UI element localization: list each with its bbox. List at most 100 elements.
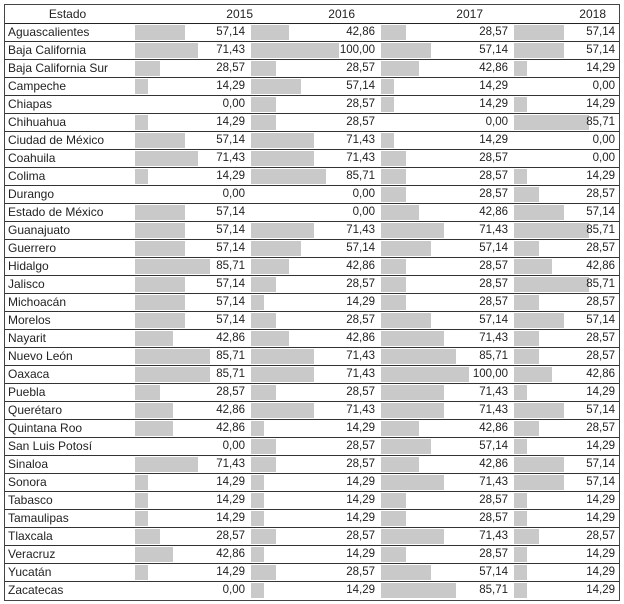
- bar-2017: [381, 331, 444, 346]
- value-2015: 57,14: [216, 206, 245, 218]
- estado-cell: Baja California Sur: [8, 61, 109, 75]
- bar-2016: [251, 367, 314, 382]
- bar-2015: [135, 421, 173, 436]
- value-2017: 42,86: [479, 422, 508, 434]
- value-2018: 14,29: [586, 512, 615, 524]
- value-2015: 14,29: [216, 566, 245, 578]
- bar-2018: [514, 187, 540, 202]
- bar-2015: [135, 367, 211, 382]
- estado-cell: Nayarit: [8, 331, 47, 345]
- value-2017: 85,71: [479, 350, 508, 362]
- value-2016: 14,29: [346, 422, 375, 434]
- bar-2017: [381, 385, 444, 400]
- bar-2016: [251, 43, 339, 58]
- bar-2017: [381, 205, 419, 220]
- bar-2015: [135, 133, 186, 148]
- value-2015: 14,29: [216, 80, 245, 92]
- bar-2016: [251, 169, 327, 184]
- value-2016: 14,29: [346, 584, 375, 596]
- bar-2018: [514, 25, 565, 40]
- header-2018: 2018: [579, 7, 606, 21]
- value-2018: 57,14: [586, 476, 615, 488]
- bar-2016: [251, 349, 314, 364]
- estado-cell: Coahuila: [8, 151, 56, 165]
- bar-2017: [381, 583, 457, 598]
- bar-2015: [135, 349, 211, 364]
- value-2018: 28,57: [586, 530, 615, 542]
- value-2017: 14,29: [479, 98, 508, 110]
- bar-2015: [135, 259, 211, 274]
- bar-2017: [381, 151, 407, 166]
- bar-2016: [251, 439, 277, 454]
- value-2017: 71,43: [479, 530, 508, 542]
- table-row: Zacatecas 0,00 14,29 85,71 14,29: [5, 582, 619, 600]
- value-2016: 28,57: [346, 98, 375, 110]
- table-row: Nayarit 42,86 42,86 71,43 28,57: [5, 330, 619, 348]
- value-2018: 14,29: [586, 98, 615, 110]
- table-row: Tabasco 14,29 14,29 28,57 14,29: [5, 492, 619, 510]
- bar-2016: [251, 475, 264, 490]
- bar-2018: [514, 43, 565, 58]
- value-2015: 42,86: [216, 548, 245, 560]
- estado-cell: Baja California: [8, 43, 87, 57]
- value-2017: 57,14: [479, 242, 508, 254]
- bar-2018: [514, 61, 527, 76]
- table-body: Aguascalientes 57,14 42,86 28,57 57,14 Baja C…: [5, 24, 619, 600]
- value-2015: 14,29: [216, 116, 245, 128]
- table-row: Campeche 14,29 57,14 14,29 0,00: [5, 78, 619, 96]
- value-2018: 28,57: [586, 188, 615, 200]
- value-2016: 28,57: [346, 314, 375, 326]
- bar-2015: [135, 403, 173, 418]
- bar-2017: [381, 313, 432, 328]
- estado-cell: Aguascalientes: [8, 25, 90, 39]
- value-2017: 0,00: [485, 116, 508, 128]
- value-2016: 42,86: [346, 26, 375, 38]
- table-row: Morelos 57,14 28,57 57,14 57,14: [5, 312, 619, 330]
- header-2017: 2017: [456, 7, 483, 21]
- bar-2017: [381, 493, 407, 508]
- bar-2016: [251, 511, 264, 526]
- bar-2015: [135, 385, 161, 400]
- bar-2018: [514, 457, 565, 472]
- bar-2015: [135, 151, 198, 166]
- bar-2017: [381, 421, 419, 436]
- value-2015: 57,14: [216, 278, 245, 290]
- bar-2016: [251, 223, 314, 238]
- value-2015: 28,57: [216, 386, 245, 398]
- value-2016: 14,29: [346, 494, 375, 506]
- bar-2017: [381, 295, 407, 310]
- value-2016: 28,57: [346, 386, 375, 398]
- value-2017: 57,14: [479, 566, 508, 578]
- value-2015: 71,43: [216, 458, 245, 470]
- bar-2015: [135, 565, 148, 580]
- value-2018: 57,14: [586, 44, 615, 56]
- value-2018: 57,14: [586, 404, 615, 416]
- value-2018: 14,29: [586, 494, 615, 506]
- bar-2017: [381, 529, 444, 544]
- bar-2018: [514, 115, 590, 130]
- bar-2018: [514, 223, 590, 238]
- value-2017: 28,57: [479, 512, 508, 524]
- value-2017: 57,14: [479, 44, 508, 56]
- value-2018: 14,29: [586, 170, 615, 182]
- bar-2015: [135, 25, 186, 40]
- table-row: Sinaloa 71,43 28,57 42,86 57,14: [5, 456, 619, 474]
- bar-2016: [251, 385, 277, 400]
- value-2018: 0,00: [592, 134, 615, 146]
- value-2018: 0,00: [592, 152, 615, 164]
- table-row: Coahuila 71,43 71,43 28,57 0,00: [5, 150, 619, 168]
- value-2018: 14,29: [586, 62, 615, 74]
- bar-2018: [514, 547, 527, 562]
- bar-2016: [251, 241, 302, 256]
- table-row: Durango 0,00 0,00 28,57 28,57: [5, 186, 619, 204]
- value-2018: 57,14: [586, 458, 615, 470]
- estado-cell: Zacatecas: [8, 583, 64, 597]
- value-2015: 42,86: [216, 422, 245, 434]
- bar-2016: [251, 493, 264, 508]
- bar-2015: [135, 511, 148, 526]
- value-2017: 71,43: [479, 386, 508, 398]
- value-2015: 85,71: [216, 260, 245, 272]
- value-2017: 28,57: [479, 152, 508, 164]
- estado-cell: Quintana Roo: [8, 421, 83, 435]
- bar-2018: [514, 205, 565, 220]
